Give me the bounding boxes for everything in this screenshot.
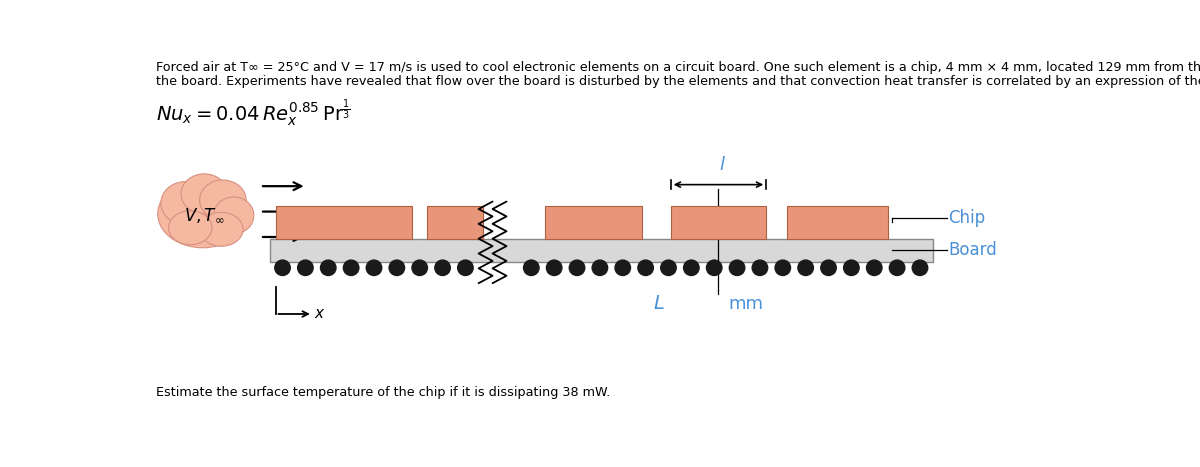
Circle shape [298, 260, 313, 276]
Text: the board. Experiments have revealed that flow over the board is disturbed by th: the board. Experiments have revealed tha… [156, 75, 1200, 87]
Text: Board: Board [948, 241, 997, 259]
Text: L: L [654, 295, 665, 313]
Bar [787, 206, 888, 239]
Bar [276, 206, 412, 239]
Circle shape [661, 260, 677, 276]
Text: $V, T_{\infty}$: $V, T_{\infty}$ [184, 206, 224, 225]
Circle shape [775, 260, 791, 276]
Ellipse shape [199, 212, 242, 246]
Text: $Nu_x = 0.04\,Re_x^{0.85}\,\mathrm{Pr}^{\frac{1}{3}}$: $Nu_x = 0.04\,Re_x^{0.85}\,\mathrm{Pr}^{… [156, 99, 350, 130]
Circle shape [389, 260, 404, 276]
Circle shape [798, 260, 814, 276]
Bar [427, 206, 484, 239]
Ellipse shape [214, 197, 254, 234]
Circle shape [752, 260, 768, 276]
Circle shape [412, 260, 427, 276]
Bar [545, 206, 642, 239]
Circle shape [320, 260, 336, 276]
Circle shape [434, 260, 450, 276]
Circle shape [638, 260, 653, 276]
Circle shape [889, 260, 905, 276]
Text: Forced air at T∞ = 25°C and V = 17 m/s is used to cool electronic elements on a : Forced air at T∞ = 25°C and V = 17 m/s i… [156, 62, 1200, 74]
Circle shape [546, 260, 562, 276]
Ellipse shape [157, 180, 247, 248]
Circle shape [343, 260, 359, 276]
Circle shape [616, 260, 630, 276]
Circle shape [866, 260, 882, 276]
Ellipse shape [199, 180, 246, 220]
Circle shape [912, 260, 928, 276]
Circle shape [523, 260, 539, 276]
Circle shape [457, 260, 473, 276]
Ellipse shape [181, 174, 228, 214]
Circle shape [707, 260, 722, 276]
Circle shape [569, 260, 584, 276]
Circle shape [844, 260, 859, 276]
Text: Chip: Chip [948, 210, 985, 227]
Text: x: x [314, 306, 323, 321]
Text: l: l [720, 156, 725, 174]
Bar [671, 206, 766, 239]
Text: Estimate the surface temperature of the chip if it is dissipating 38 mW.: Estimate the surface temperature of the … [156, 386, 611, 399]
Circle shape [684, 260, 700, 276]
Circle shape [275, 260, 290, 276]
Circle shape [592, 260, 607, 276]
Bar [270, 239, 932, 262]
Ellipse shape [169, 211, 212, 245]
Circle shape [821, 260, 836, 276]
Text: mm: mm [728, 295, 763, 313]
Circle shape [730, 260, 745, 276]
Circle shape [366, 260, 382, 276]
Ellipse shape [161, 182, 210, 225]
